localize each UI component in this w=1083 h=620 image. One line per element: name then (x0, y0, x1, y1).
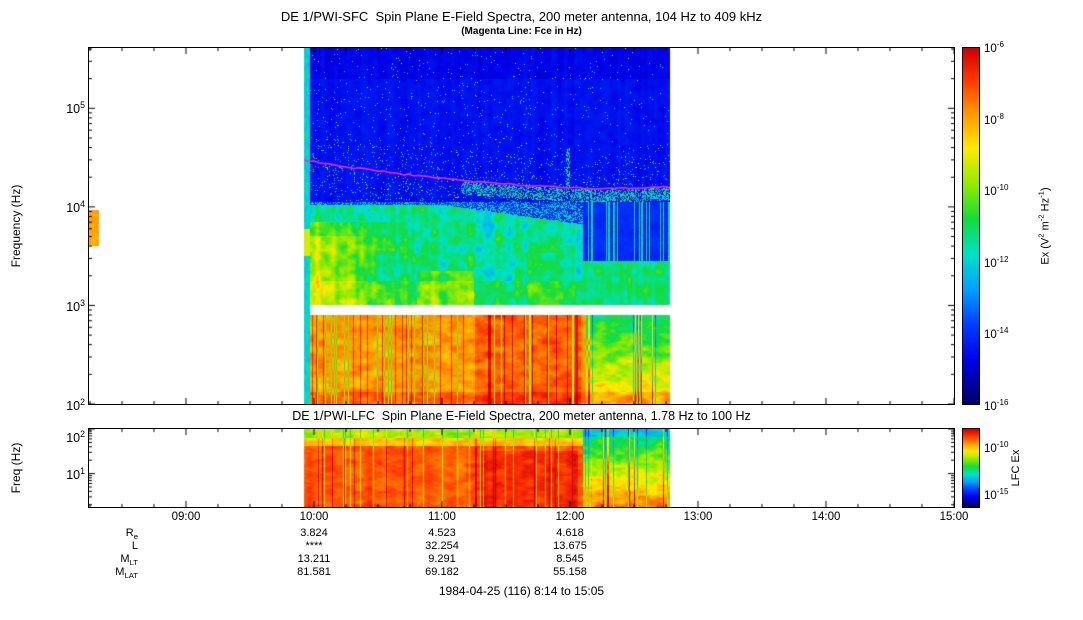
sfc-colorbar-tick-label: 10-16 (984, 398, 1009, 413)
ephemeris-row-label: MLAT (115, 566, 138, 581)
sfc-colorbar-tick-label: 10-14 (984, 326, 1009, 342)
sfc-colorbar-tick-label: 10-12 (984, 254, 1009, 270)
sfc-y-axis-label: Frequency (Hz) (9, 184, 23, 268)
ephemeris-value: 13.675 (553, 540, 587, 552)
ephemeris-value: 3.824 (300, 527, 328, 539)
sfc-colorbar-gradient (963, 48, 979, 404)
sfc-colorbar-axis-label: Ex (V2 m-2 Hz-1) (1036, 187, 1052, 265)
sfc-colorbar (962, 47, 980, 405)
ephemeris-value: 32.254 (425, 540, 459, 552)
sfc-ytick-label: 104 (66, 198, 85, 215)
sfc-ytick-label: 102 (66, 397, 85, 414)
sfc-subtitle: (Magenta Line: Fce in Hz) (461, 26, 582, 37)
ephemeris-value: 4.523 (428, 527, 456, 539)
ephemeris-value: 13.211 (297, 553, 331, 565)
sfc-ytick-label: 105 (66, 99, 85, 116)
sfc-plot-frame (88, 47, 955, 405)
lfc-colorbar-gradient (963, 429, 979, 507)
time-tick-label: 09:00 (171, 511, 201, 523)
lfc-colorbar (962, 428, 980, 508)
time-tick-label: 11:00 (428, 511, 456, 523)
ephemeris-value: 9.291 (428, 553, 456, 565)
sfc-spectrogram-canvas (89, 48, 954, 404)
lfc-title: DE 1/PWI-LFC Spin Plane E-Field Spectra,… (292, 409, 751, 423)
footer-date-range: 1984-04-25 (116) 8:14 to 15:05 (438, 584, 605, 598)
ephemeris-value: 81.581 (297, 566, 331, 578)
ephemeris-row-label: MLT (120, 553, 138, 568)
sfc-colorbar-tick-label: 10-6 (984, 40, 1004, 55)
lfc-spectrogram-canvas (89, 429, 954, 507)
sfc-ytick-label: 103 (66, 297, 85, 315)
ephemeris-value: 8.545 (556, 553, 584, 565)
lfc-colorbar-tick-label: 10-15 (984, 486, 1009, 502)
lfc-plot-frame (88, 428, 955, 508)
time-tick-label: 12:00 (555, 511, 585, 523)
ephemeris-value: 4.618 (556, 527, 584, 539)
sfc-colorbar-tick-label: 10-8 (984, 111, 1004, 127)
time-tick-label: 10:00 (299, 511, 329, 523)
lfc-colorbar-tick-label: 10-10 (984, 439, 1009, 455)
ephemeris-value: **** (305, 540, 323, 552)
time-tick-label: 13:00 (683, 511, 713, 523)
lfc-ytick-label: 101 (66, 465, 85, 482)
lfc-colorbar-axis-label: LFC Ex (1010, 449, 1022, 487)
lfc-y-axis-label: Freq (Hz) (9, 442, 23, 494)
time-tick-label: 14:00 (811, 511, 841, 523)
lfc-ytick-label: 102 (66, 429, 85, 446)
ephemeris-value: 55.158 (553, 566, 587, 578)
ephemeris-row-label: L (131, 540, 138, 552)
time-tick-label: 15:00 (939, 511, 969, 523)
sfc-title: DE 1/PWI-SFC Spin Plane E-Field Spectra,… (280, 9, 763, 24)
ephemeris-value: 69.182 (425, 566, 459, 578)
ephemeris-row-label: Re (125, 527, 138, 542)
sfc-colorbar-tick-label: 10-10 (984, 183, 1009, 199)
